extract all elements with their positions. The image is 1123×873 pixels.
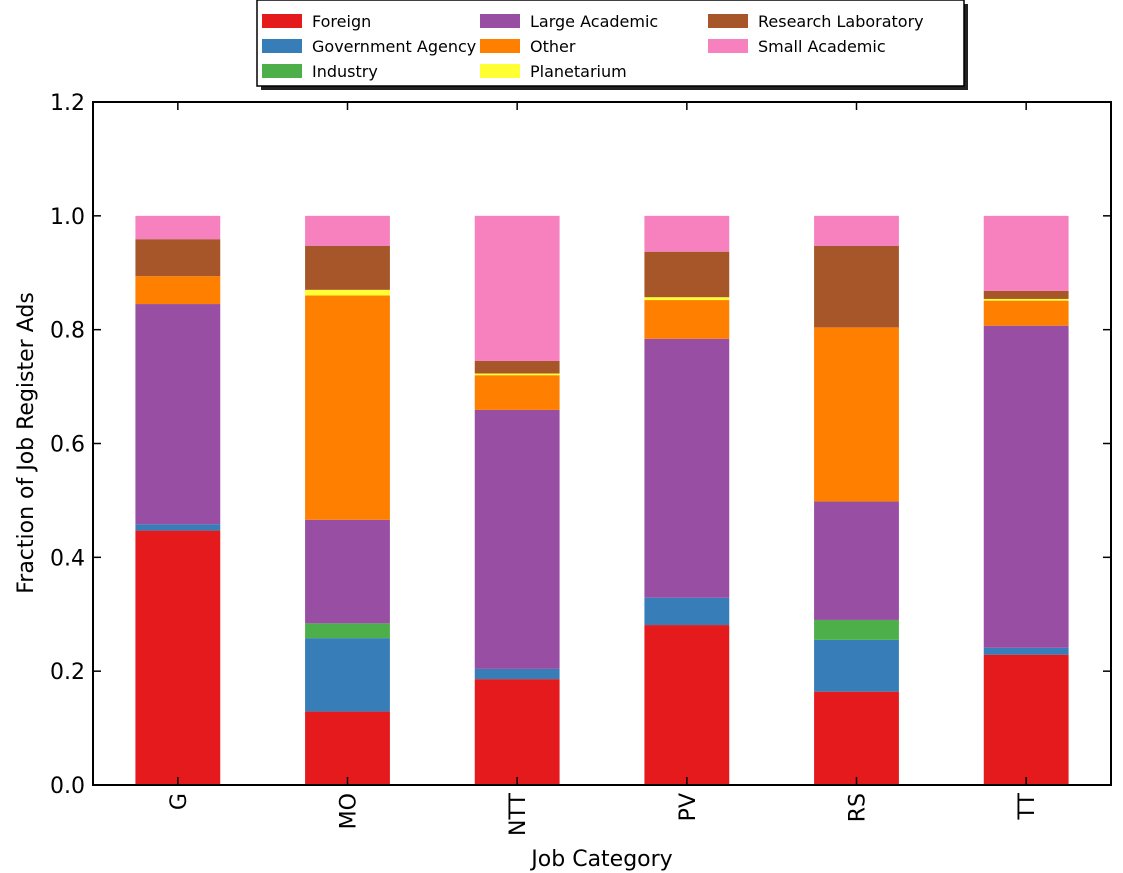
legend: Foreign Government Agency Industry Large Ac… [256,0,968,90]
x-tick-label: MO [337,793,362,829]
x-tick-label: NTT [506,792,531,836]
bar-segment-pv-small-academic [644,215,730,252]
bar-segment-tt-large-academic [983,325,1069,648]
x-tick-label: TT [1015,792,1040,820]
bar-segment-rs-industry [814,619,899,640]
bar-segment-rs-other [814,327,899,502]
plot-frame [92,101,1112,786]
y-tick-label: 1.2 [50,91,85,116]
bar-segment-tt-foreign [983,654,1069,785]
y-tick-label: 0.0 [50,774,85,799]
bar-segment-rs-foreign [814,691,899,785]
bar-segment-pv-large-academic [644,338,730,598]
bar-segment-ntt-research-laboratory [474,360,560,374]
legend-swatch [708,14,748,28]
bar-segment-ntt-government-agency [474,668,560,680]
bar-segment-pv-planetarium [644,297,730,301]
bar-segment-rs-research-laboratory [814,246,899,328]
bar-segment-g-foreign [135,530,221,785]
y-tick-label: 1.0 [50,205,85,230]
legend-entry-label: Government Agency [312,37,476,56]
x-tick-label: PV [676,793,701,821]
legend-swatch [480,64,520,78]
bar-segment-tt-government-agency [983,647,1069,655]
legend-entry-label: Research Laboratory [758,12,924,31]
bars [135,215,1069,785]
y-tick-label: 0.2 [50,660,85,685]
legend-swatch [708,39,748,53]
bar-segment-rs-large-academic [814,501,899,620]
x-tick-label: G [167,793,192,810]
bar-segment-pv-other [644,300,730,339]
legend-swatch [262,39,302,53]
bar-segment-ntt-other [474,375,560,410]
bar-segment-tt-research-laboratory [983,290,1069,299]
y-tick-label: 0.4 [50,546,85,571]
x-axis: G MO NTT PV RS TT [167,102,1040,836]
bar-segment-mo-other [305,295,390,520]
bar-segment-tt-planetarium [983,298,1069,301]
bar-segment-tt-other [983,300,1069,326]
bar-segment-rs-small-academic [814,215,899,246]
y-tick-label: 0.8 [50,319,85,344]
bar-segment-g-large-academic [135,304,221,525]
bar-segment-g-small-academic [135,215,221,240]
legend-entry-label: Small Academic [758,37,886,56]
bar-segment-pv-research-laboratory [644,251,730,298]
legend-box [256,0,965,87]
bar-segment-mo-planetarium [305,289,390,296]
bar-segment-rs-government-agency [814,639,899,692]
legend-entry-label: Planetarium [530,62,627,81]
legend-swatch [480,14,520,28]
y-axis: 0.0 0.2 0.4 0.6 0.8 1.0 1.2 [50,91,1111,799]
x-axis-label: Job Category [529,847,672,872]
bar-segment-mo-foreign [305,711,390,785]
legend-entry-label: Foreign [312,12,371,31]
bar-segment-mo-research-laboratory [305,246,390,290]
bar-segment-ntt-planetarium [474,373,560,376]
legend-entry-label: Industry [312,62,378,81]
bar-segment-ntt-foreign [474,679,560,785]
bar-segment-g-other [135,276,221,305]
bar-segment-tt-small-academic [983,215,1069,291]
bar-segment-g-research-laboratory [135,239,221,277]
bar-segment-g-government-agency [135,524,221,531]
bar-segment-mo-large-academic [305,519,390,624]
bar-segment-mo-government-agency [305,638,390,712]
y-tick-label: 0.6 [50,433,85,458]
y-axis-label: Fraction of Job Register Ads [14,292,39,594]
legend-entry-label: Other [530,37,576,56]
legend-swatch [262,64,302,78]
bar-segment-mo-industry [305,623,390,639]
legend-swatch [262,14,302,28]
bar-segment-mo-small-academic [305,215,390,246]
legend-entry-label: Large Academic [530,12,658,31]
bar-segment-ntt-large-academic [474,409,560,669]
bar-segment-pv-government-agency [644,597,730,626]
bar-segment-pv-foreign [644,625,730,785]
legend-swatch [480,39,520,53]
bar-segment-ntt-small-academic [474,215,560,361]
x-tick-label: RS [846,793,871,822]
